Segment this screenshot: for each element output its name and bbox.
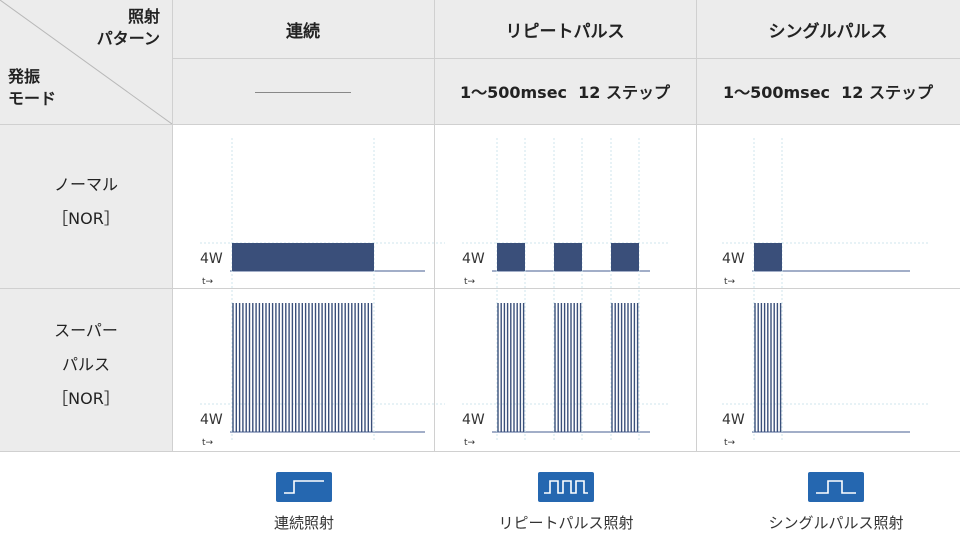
corner-oscillation-label: 発振 モード xyxy=(8,66,56,110)
row-header-super-pulse: スーパー パルス ［NOR］ xyxy=(0,314,172,416)
column-header-repeat-pulse: リピートパルス xyxy=(505,21,625,42)
normal-pulse-block xyxy=(554,243,582,271)
normal-pulse-block xyxy=(754,243,782,271)
corner-oscillation-line-2: モード xyxy=(8,89,57,108)
row-normal-line-2: ［NOR］ xyxy=(52,209,120,228)
normal-pulse-block xyxy=(232,243,374,271)
row-super-line-2: パルス xyxy=(61,355,110,374)
grid-line xyxy=(434,0,435,452)
row-super-line-1: スーパー xyxy=(54,321,118,340)
pulse-diagrams: 4W t→ 4W t→ 4W t→ 4W t→ 4W t→ 4W t→ xyxy=(200,138,930,448)
corner-irradiation-line-2: パターン xyxy=(96,29,160,48)
single-pulse-icon xyxy=(808,472,864,502)
corner-oscillation-line-1: 発振 xyxy=(8,67,41,86)
legend-single-pulse: シングルパルス照射 xyxy=(768,514,904,532)
row-super-line-3: ［NOR］ xyxy=(52,389,120,408)
column-header-continuous: 連続 xyxy=(286,21,320,42)
grid-line xyxy=(0,451,960,452)
legend-repeat-pulse: リピートパルス照射 xyxy=(498,514,634,532)
corner-irradiation-line-1: 照射 xyxy=(127,7,160,26)
column-header-single-pulse: シングルパルス xyxy=(768,21,888,42)
spec-none-dash xyxy=(255,92,351,93)
power-label: 4W xyxy=(722,412,745,428)
time-axis-label: t→ xyxy=(464,277,476,287)
power-label: 4W xyxy=(462,412,485,428)
repeat-pulse-icon xyxy=(538,472,594,502)
grid-line xyxy=(172,58,960,59)
irradiation-pattern-table: 照射 パターン 発振 モード 連続 リピートパルス シングルパルス 1～500m… xyxy=(0,0,960,452)
power-label: 4W xyxy=(722,251,745,267)
normal-pulse-block xyxy=(611,243,639,271)
time-axis-label: t→ xyxy=(724,277,736,287)
power-label: 4W xyxy=(462,251,485,267)
row-normal-line-1: ノーマル xyxy=(53,175,118,194)
continuous-icon xyxy=(276,472,332,502)
corner-diagonal xyxy=(0,0,172,124)
grid-line xyxy=(0,124,960,125)
spec-single-pulse: 1～500msec 12 ステップ xyxy=(722,83,934,102)
power-label: 4W xyxy=(200,412,223,428)
normal-pulse-block xyxy=(497,243,525,271)
row-header-normal: ノーマル ［NOR］ xyxy=(0,168,172,236)
grid-line xyxy=(172,0,173,452)
time-axis-label: t→ xyxy=(202,438,214,448)
time-axis-label: t→ xyxy=(202,277,214,287)
legend-continuous: 連続照射 xyxy=(273,514,334,532)
time-axis-label: t→ xyxy=(724,438,736,448)
corner-irradiation-label: 照射 パターン xyxy=(97,6,160,50)
time-axis-label: t→ xyxy=(464,438,476,448)
power-label: 4W xyxy=(200,251,223,267)
spec-repeat-pulse: 1～500msec 12 ステップ xyxy=(459,83,671,102)
header-row xyxy=(172,0,960,124)
grid-line xyxy=(696,0,697,452)
grid-line xyxy=(0,288,960,289)
